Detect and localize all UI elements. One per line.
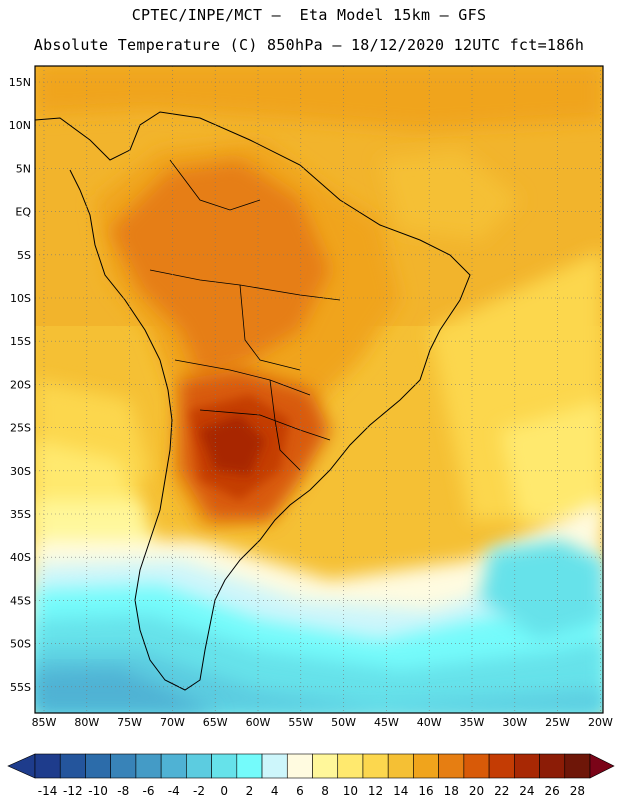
- colorbar-tick-label: 20: [469, 784, 484, 798]
- colorbar-swatch: [286, 753, 313, 779]
- colorbar-swatch: [34, 753, 61, 779]
- lon-label: 30W: [502, 716, 527, 729]
- colorbar-swatch: [59, 753, 86, 779]
- lat-label: 55S: [10, 681, 31, 694]
- lat-label: 30S: [10, 465, 31, 478]
- colorbar-tick-label: 4: [271, 784, 279, 798]
- lon-label: 45W: [374, 716, 399, 729]
- lat-label: 5N: [16, 162, 31, 175]
- colorbar-swatch: [312, 753, 339, 779]
- lat-label: 25S: [10, 422, 31, 435]
- lon-label: 80W: [74, 716, 99, 729]
- coastline: [35, 111, 471, 691]
- colorbar-swatch: [160, 753, 187, 779]
- lon-label: 60W: [246, 716, 271, 729]
- colorbar-swatch: [387, 753, 414, 779]
- colorbar-tick-label: -4: [168, 784, 180, 798]
- colorbar-tick-label: -2: [193, 784, 205, 798]
- lat-label: 5S: [17, 249, 31, 262]
- colorbar-tick-label: 26: [545, 784, 560, 798]
- lon-label: 25W: [545, 716, 570, 729]
- lon-label: 75W: [117, 716, 142, 729]
- colorbar-arrow-low: [7, 753, 36, 779]
- colorbar-tick-label: 6: [296, 784, 304, 798]
- colorbar-swatch: [488, 753, 515, 779]
- colorbar-tick-label: 28: [570, 784, 585, 798]
- lon-label: 70W: [160, 716, 185, 729]
- colorbar-tick-label: 18: [444, 784, 459, 798]
- lat-label: 50S: [10, 638, 31, 651]
- chart-title: CPTEC/INPE/MCT – Eta Model 15km – GFS: [131, 6, 487, 24]
- colorbar-tick-label: 22: [494, 784, 509, 798]
- colorbar-tick-label: -12: [63, 784, 83, 798]
- colorbar-tick-label: -14: [38, 784, 58, 798]
- lon-label: 55W: [288, 716, 313, 729]
- lon-label: 85W: [32, 716, 57, 729]
- lat-label: 20S: [10, 378, 31, 391]
- colorbar-swatch: [564, 753, 591, 779]
- colorbar-tick-label: 24: [519, 784, 534, 798]
- lat-label: EQ: [15, 206, 31, 219]
- lat-label: 15S: [10, 335, 31, 348]
- lon-label: 65W: [203, 716, 228, 729]
- colorbar-swatch: [135, 753, 162, 779]
- lon-label: 50W: [331, 716, 356, 729]
- colorbar-tick-label: -6: [143, 784, 155, 798]
- lat-label: 10N: [9, 119, 31, 132]
- lat-label: 35S: [10, 508, 31, 521]
- colorbar-swatch: [463, 753, 490, 779]
- lon-label: 40W: [417, 716, 442, 729]
- colorbar-labels: -14 -12 -10 -8 -6 -4 -2 0 2 4 6 8 10 12 14 16 18 20 22 24 26…: [38, 784, 585, 798]
- colorbar-tick-label: 12: [368, 784, 383, 798]
- graticule: [35, 66, 603, 713]
- lat-label: 40S: [10, 551, 31, 564]
- lon-label: 20W: [588, 716, 613, 729]
- lat-label: 45S: [10, 594, 31, 607]
- colorbar-swatch: [514, 753, 540, 779]
- colorbar-swatch: [236, 753, 263, 779]
- colorbar-swatch: [211, 753, 238, 779]
- colorbar-tick-label: -10: [88, 784, 108, 798]
- colorbar-tick-label: 14: [393, 784, 408, 798]
- colorbar-tick-label: 0: [220, 784, 228, 798]
- colorbar-tick-label: 8: [321, 784, 329, 798]
- colorbar-swatch: [337, 753, 364, 779]
- lat-label: 10S: [10, 292, 31, 305]
- colorbar-swatch: [413, 753, 439, 779]
- colorbar-arrow-high: [589, 753, 615, 779]
- colorbar-swatch: [261, 753, 288, 779]
- lat-label: 15N: [9, 76, 31, 89]
- map-frame-border: [34, 65, 604, 714]
- colorbar-swatch: [438, 753, 465, 779]
- temperature-field: [35, 66, 603, 713]
- colorbar-swatch: [539, 753, 566, 779]
- colorbar-swatch: [110, 753, 137, 779]
- lon-label: 35W: [460, 716, 485, 729]
- colorbar-tick-label: 2: [246, 784, 254, 798]
- colorbar-tick-label: 16: [418, 784, 433, 798]
- colorbar: [7, 753, 615, 779]
- colorbar-swatch: [362, 753, 389, 779]
- chart-subtitle: Absolute Temperature (C) 850hPa – 18/12/…: [33, 36, 585, 54]
- longitude-labels: 85W 80W 75W 70W 65W 60W 55W 50W 45W 40W 35W 30W 25W 2…: [32, 716, 613, 729]
- latitude-labels: 15N 10N 5N EQ 5S 10S 15S 20S 25S 30S 35S 40S 45S 50S 5…: [9, 76, 32, 694]
- colorbar-swatch: [85, 753, 111, 779]
- colorbar-tick-label: 10: [343, 784, 358, 798]
- colorbar-tick-label: -8: [117, 784, 129, 798]
- colorbar-swatch: [186, 753, 212, 779]
